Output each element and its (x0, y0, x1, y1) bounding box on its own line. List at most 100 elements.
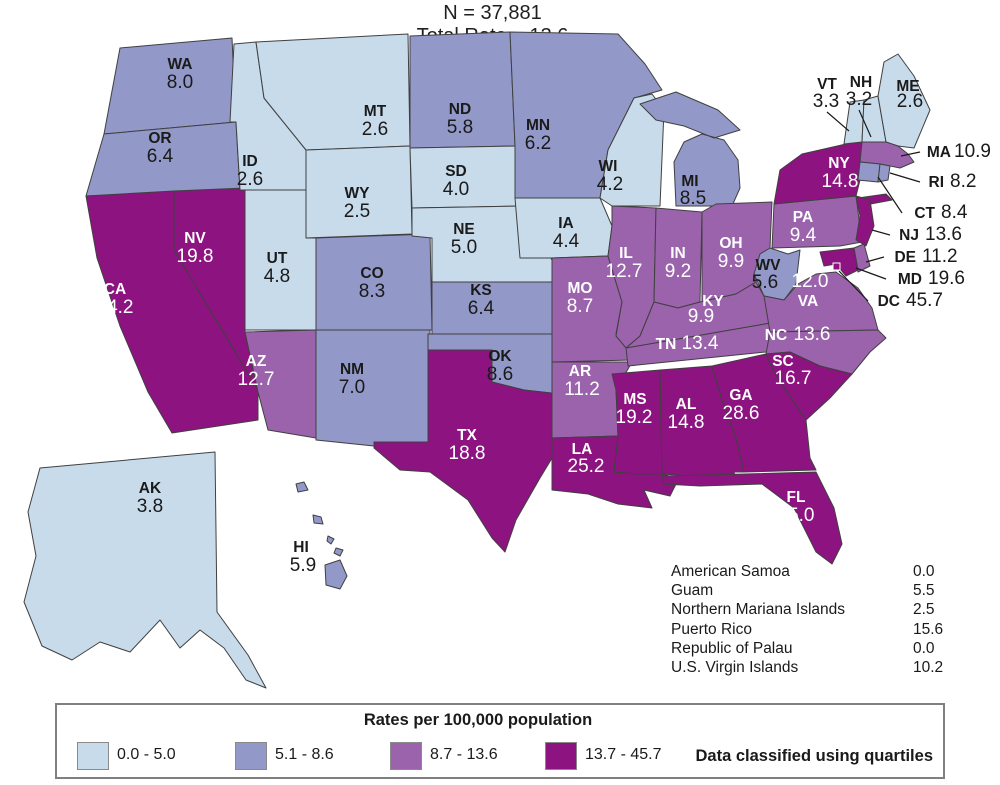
label-DE-abbr: DE (894, 249, 916, 266)
callout-line-RI (889, 172, 921, 183)
label-WV-abbr: WV (756, 257, 782, 274)
label-WA-abbr: WA (168, 56, 193, 73)
label-OH-value: 9.9 (718, 251, 744, 272)
label-KY-abbr: KY (702, 293, 724, 310)
state-HI (295, 481, 348, 590)
state-SC (765, 351, 853, 421)
label-NC-value: 13.6 (794, 324, 831, 345)
label-NE-value: 5.0 (451, 237, 477, 258)
label-KS-value: 6.4 (468, 298, 495, 319)
label-HI-abbr: HI (293, 539, 309, 556)
label-AZ-abbr: AZ (246, 353, 267, 370)
label-AR-abbr: AR (569, 363, 591, 380)
state-AZ (244, 329, 317, 439)
territory-value: 10.2 (913, 658, 944, 676)
state-MI (639, 91, 741, 207)
label-WI-value: 4.2 (597, 174, 623, 195)
label-SD-abbr: SD (445, 163, 467, 180)
label-IL-value: 12.7 (606, 261, 643, 282)
label-TN-abbr: TN (656, 336, 677, 353)
territory-row: Northern Mariana Islands 2.5 (671, 600, 943, 619)
label-PA-value: 9.4 (790, 225, 817, 246)
label-MN-abbr: MN (526, 117, 550, 134)
label-TN-value: 13.4 (682, 333, 719, 354)
label-MN-value: 6.2 (525, 133, 551, 154)
label-MA-value: 10.9 (954, 141, 991, 162)
label-GA-value: 28.6 (723, 403, 760, 424)
state-PA (771, 195, 863, 249)
label-ID-value: 2.6 (237, 169, 263, 190)
state-FL (661, 471, 843, 565)
label-NM-abbr: NM (340, 361, 364, 378)
legend-swatch (235, 742, 267, 770)
callout-line-MD (855, 267, 887, 280)
callout-line-NH (858, 109, 872, 138)
label-MO-abbr: MO (568, 280, 593, 297)
callout-line-NJ (871, 229, 891, 236)
label-WV-value: 5.6 (752, 272, 778, 293)
label-IL-abbr: IL (619, 245, 633, 262)
territory-value: 15.6 (913, 620, 944, 638)
label-MT-value: 2.6 (362, 119, 388, 140)
label-NV-value: 19.8 (177, 246, 214, 267)
label-LA-abbr: LA (572, 441, 593, 458)
label-DE-value: 11.2 (922, 246, 958, 267)
label-ND-value: 5.8 (447, 117, 473, 138)
callout-line-CT (877, 176, 903, 214)
legend-range-label: 5.1 - 8.6 (275, 746, 334, 763)
label-NY-abbr: NY (828, 155, 850, 172)
callout-line-MA (900, 151, 921, 157)
label-GA-abbr: GA (729, 387, 752, 404)
state-MD (819, 247, 859, 277)
label-AL-value: 14.8 (668, 412, 705, 433)
callout-line-DE (865, 256, 885, 263)
label-NJ-abbr: NJ (899, 227, 919, 244)
label-SD-value: 4.0 (443, 179, 469, 200)
callout-line-VT (826, 111, 850, 132)
label-VT-value: 3.3 (813, 91, 839, 112)
label-OK-value: 8.6 (487, 364, 513, 385)
territory-value: 0.0 (913, 639, 935, 657)
label-ME-abbr: ME (896, 78, 919, 95)
legend: Rates per 100,000 population 0.0 - 5.0 5.… (55, 703, 945, 779)
legend-swatch (77, 742, 109, 770)
territory-value: 2.5 (913, 601, 935, 619)
label-MD-value: 19.6 (928, 268, 965, 289)
label-MS-abbr: MS (623, 391, 646, 408)
label-UT-value: 4.8 (264, 266, 290, 287)
state-NM (315, 329, 431, 447)
label-NM-value: 7.0 (339, 377, 365, 398)
label-DC-value: 45.7 (906, 290, 943, 311)
label-CO-value: 8.3 (359, 281, 385, 302)
label-IN-abbr: IN (670, 245, 686, 262)
territory-row: Republic of Palau 0.0 (671, 639, 943, 658)
label-AK-value: 3.8 (137, 496, 163, 517)
label-MO-value: 8.7 (567, 296, 593, 317)
territory-name: Puerto Rico (671, 620, 752, 638)
territory-value: 5.5 (913, 582, 935, 600)
label-FL-abbr: FL (787, 489, 806, 506)
state-DC (832, 262, 841, 271)
legend-range-label: 0.0 - 5.0 (117, 746, 176, 763)
state-TX (373, 349, 561, 553)
territory-row: Puerto Rico 15.6 (671, 620, 943, 639)
label-TX-value: 18.8 (449, 443, 486, 464)
label-WY-abbr: WY (345, 185, 371, 202)
label-CO-abbr: CO (360, 265, 383, 282)
label-MT-abbr: MT (364, 103, 387, 120)
label-LA-value: 25.2 (568, 456, 605, 477)
label-KY-value: 9.9 (688, 306, 714, 327)
us-choropleth-map: WA8.0OR6.4CA14.2NV19.8ID2.6MT2.6WY2.5UT4… (23, 31, 991, 689)
label-SC-abbr: SC (772, 353, 794, 370)
territory-name: American Samoa (671, 563, 790, 580)
label-OK-abbr: OK (488, 348, 512, 365)
label-MD-abbr: MD (898, 271, 922, 288)
legend-range-label: 8.7 - 13.6 (430, 746, 498, 763)
label-NE-abbr: NE (453, 221, 475, 238)
territory-row: U.S. Virgin Islands 10.2 (671, 658, 943, 677)
label-CA-abbr: CA (104, 281, 126, 298)
label-ME-value: 2.6 (897, 91, 923, 112)
territories-list: American Samoa 0.0 Guam 5.5 Northern Mariana… (671, 562, 943, 677)
territory-name: Northern Mariana Islands (671, 601, 846, 619)
territory-name: U.S. Virgin Islands (671, 658, 799, 676)
